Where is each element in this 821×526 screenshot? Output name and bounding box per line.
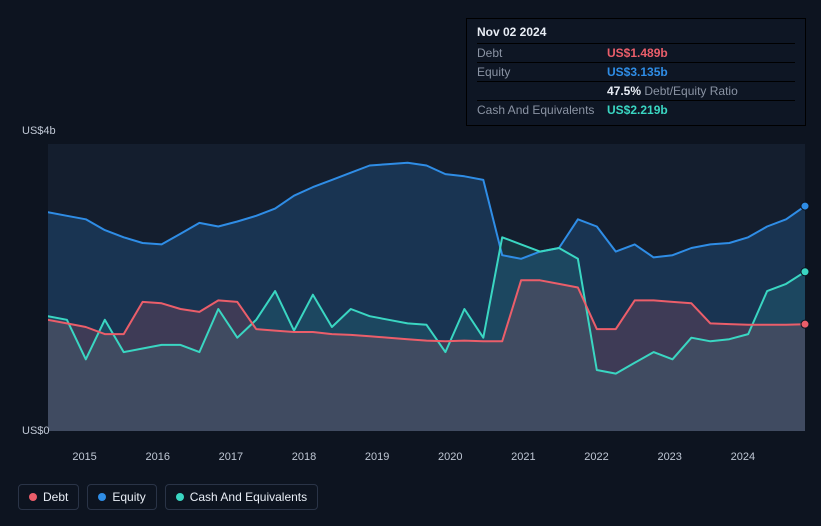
tooltip-row-ratio: 47.5% Debt/Equity Ratio — [477, 82, 795, 101]
legend-label: Equity — [112, 490, 145, 504]
tooltip-date: Nov 02 2024 — [477, 25, 795, 43]
x-tick-2018: 2018 — [292, 451, 316, 463]
legend-item-debt[interactable]: Debt — [18, 484, 79, 510]
x-tick-2022: 2022 — [584, 451, 608, 463]
tooltip-row-debt: Debt US$1.489b — [477, 44, 795, 63]
debt-dot-icon — [29, 493, 37, 501]
legend-item-cash[interactable]: Cash And Equivalents — [165, 484, 318, 510]
x-tick-2019: 2019 — [365, 451, 389, 463]
legend-item-equity[interactable]: Equity — [87, 484, 156, 510]
y-axis-label-top: US$4b — [22, 125, 56, 137]
tooltip-row-cash: Cash And Equivalents US$2.219b — [477, 101, 795, 120]
x-tick-2023: 2023 — [657, 451, 681, 463]
y-axis-label-bottom: US$0 — [22, 425, 50, 437]
x-tick-2020: 2020 — [438, 451, 462, 463]
chart-tooltip: Nov 02 2024 Debt US$1.489b Equity US$3.1… — [466, 18, 806, 126]
x-tick-2021: 2021 — [511, 451, 535, 463]
equity-dot-icon — [98, 493, 106, 501]
x-tick-2015: 2015 — [72, 451, 96, 463]
cash-dot-icon — [176, 493, 184, 501]
legend-label: Debt — [43, 490, 68, 504]
legend-label: Cash And Equivalents — [190, 490, 307, 504]
x-tick-2024: 2024 — [731, 451, 755, 463]
x-tick-2016: 2016 — [145, 451, 169, 463]
chart-legend: Debt Equity Cash And Equivalents — [18, 484, 318, 510]
tooltip-row-equity: Equity US$3.135b — [477, 63, 795, 82]
x-tick-2017: 2017 — [219, 451, 243, 463]
